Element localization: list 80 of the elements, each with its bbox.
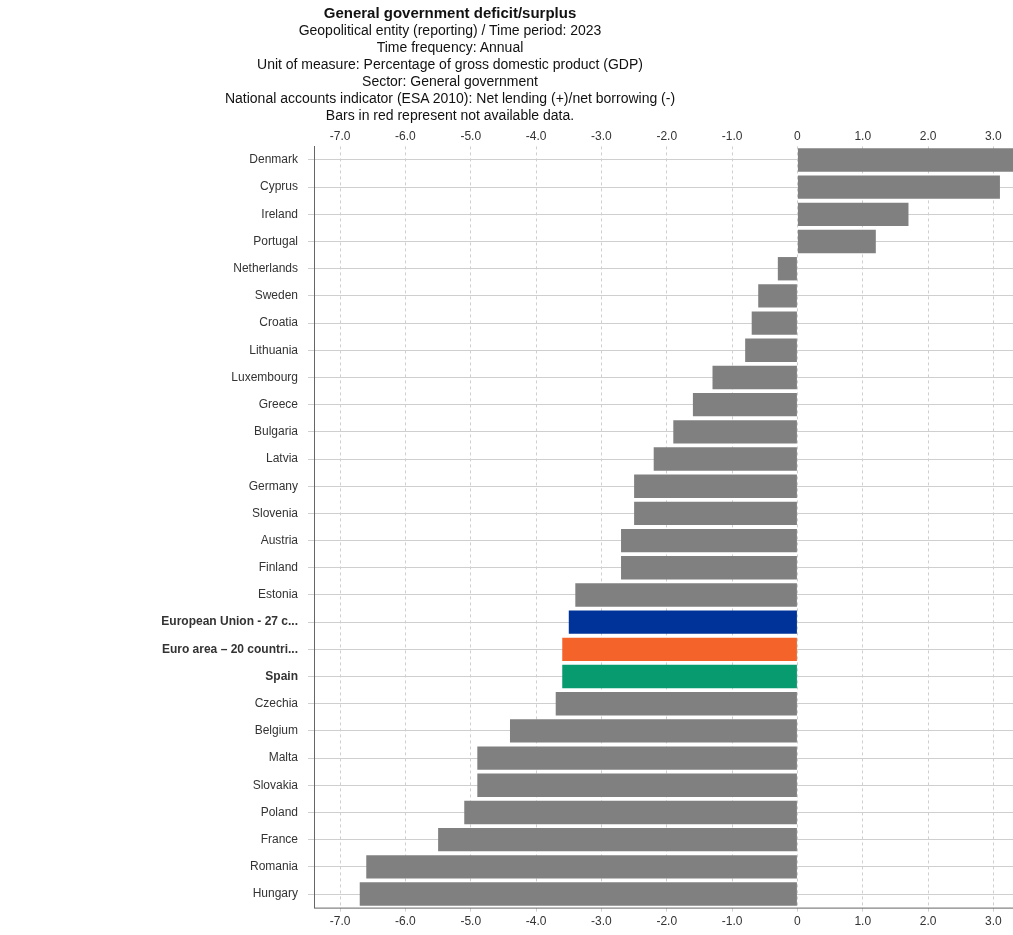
bar xyxy=(758,284,797,308)
x2-tick-label: 1.0 xyxy=(854,914,872,929)
bar xyxy=(568,610,797,634)
y-tick-label: France xyxy=(260,831,299,846)
y-tick-label: Slovakia xyxy=(252,777,299,792)
chart-title: General government deficit/surplus xyxy=(322,4,578,22)
y-tick-label: European Union - 27 c... xyxy=(161,614,298,629)
bar xyxy=(797,148,1013,172)
y-tick-label: Belgium xyxy=(254,723,298,738)
bar xyxy=(359,882,797,906)
x2-tick-label: 3.0 xyxy=(985,914,1003,929)
bar xyxy=(555,692,797,716)
x2-tick-label: -2.0 xyxy=(656,914,678,929)
y-tick-label: Finland xyxy=(258,560,298,575)
y-tick-label: Bulgaria xyxy=(253,424,299,439)
y-tick-label: Luxembourg xyxy=(231,369,298,384)
y-tick-label: Spain xyxy=(265,668,298,683)
y-tick-label: Austria xyxy=(260,532,299,547)
bar xyxy=(477,773,797,797)
bar xyxy=(509,719,797,743)
y-tick-label: Greece xyxy=(258,396,299,411)
x2-tick-label: -6.0 xyxy=(395,914,417,929)
y-tick-label: Hungary xyxy=(252,886,298,901)
bar xyxy=(464,800,797,825)
x-tick-label: 3.0 xyxy=(985,128,1003,143)
x-tick-label: -7.0 xyxy=(329,128,351,143)
bar xyxy=(653,447,797,471)
x-tick-label: 0 xyxy=(794,128,802,143)
y-tick-label: Netherlands xyxy=(233,261,298,276)
x2-tick-label: -7.0 xyxy=(329,914,351,929)
x-tick-label: -1.0 xyxy=(721,128,743,143)
bar xyxy=(751,311,797,335)
y-tick-label: Lithuania xyxy=(249,342,299,357)
y-tick-label: Romania xyxy=(249,859,299,874)
bar xyxy=(692,392,797,417)
y-tick-label: Portugal xyxy=(253,233,298,248)
y-tick-label: Ireland xyxy=(261,206,298,221)
x-tick-label: -5.0 xyxy=(460,128,482,143)
bar xyxy=(575,583,797,607)
x-tick-label: 2.0 xyxy=(919,128,937,143)
bar xyxy=(562,637,797,662)
x2-tick-label: -4.0 xyxy=(525,914,547,929)
x2-tick-label: 2.0 xyxy=(919,914,937,929)
bar xyxy=(621,528,797,553)
x2-tick-label: -5.0 xyxy=(460,914,482,929)
y-tick-label: Germany xyxy=(248,478,298,493)
bar xyxy=(797,175,1000,199)
y-tick-label: Sweden xyxy=(254,288,298,303)
y-tick-label: Cyprus xyxy=(259,179,298,194)
bar xyxy=(634,474,797,498)
bar xyxy=(745,338,797,362)
x-tick-label: -6.0 xyxy=(395,128,417,143)
bar xyxy=(621,556,797,580)
y-tick-label: Denmark xyxy=(249,152,299,167)
bar xyxy=(366,855,797,879)
x-tick-label: -4.0 xyxy=(525,128,547,143)
bar xyxy=(797,229,876,254)
bar xyxy=(777,257,797,281)
y-tick-label: Croatia xyxy=(259,315,299,330)
bar xyxy=(438,827,797,852)
bar xyxy=(634,501,797,526)
y-tick-label: Latvia xyxy=(265,451,299,466)
x-tick-label: -3.0 xyxy=(591,128,613,143)
bar xyxy=(562,664,797,689)
bar xyxy=(673,420,797,444)
x2-tick-label: -1.0 xyxy=(721,914,743,929)
y-tick-label: Estonia xyxy=(257,587,299,602)
y-tick-label: Czechia xyxy=(254,696,299,711)
x2-tick-label: -3.0 xyxy=(591,914,613,929)
y-tick-label: Euro area – 20 countri... xyxy=(161,641,298,656)
x-tick-label: 1.0 xyxy=(854,128,872,143)
y-tick-label: Slovenia xyxy=(251,505,299,520)
bar xyxy=(477,746,797,770)
bar xyxy=(797,202,909,227)
x-tick-label: -2.0 xyxy=(656,128,678,143)
y-tick-label: Malta xyxy=(268,750,299,765)
y-tick-label: Poland xyxy=(260,804,298,819)
chart-subtitle: Geopolitical entity (reporting) / Time period: 2023 Time frequency: Annual Unit of measure: Percentage of gross domestic product (GDP) Sector: General government National accounts indicator (ESA 2010): Net lending (+)/net borrowing (-) Bars in red represent not available data. xyxy=(223,22,677,124)
bar xyxy=(712,365,797,390)
x2-tick-label: 0 xyxy=(794,914,802,929)
